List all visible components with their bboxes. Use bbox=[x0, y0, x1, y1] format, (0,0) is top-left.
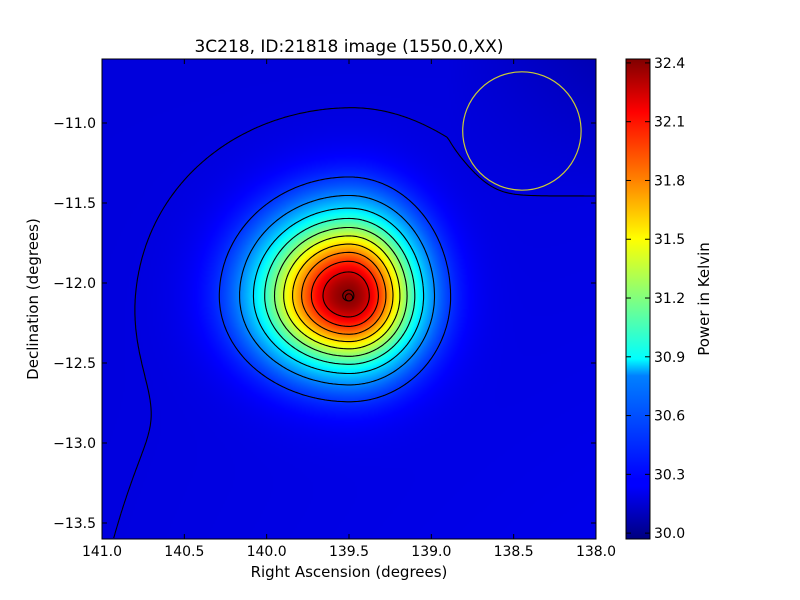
y-axis-label: Declination (degrees) bbox=[24, 218, 42, 380]
y-tick-label: −13.0 bbox=[53, 436, 96, 452]
contour-line bbox=[292, 243, 394, 343]
colorbar-tick-label: 32.1 bbox=[654, 115, 685, 131]
colorbar-label: Power in Kelvin bbox=[695, 242, 713, 356]
colorbar-tick-label: 30.0 bbox=[654, 526, 685, 542]
contour-lines bbox=[113, 107, 595, 539]
colorbar-gradient bbox=[625, 58, 651, 540]
x-tick-label: 138.0 bbox=[576, 544, 616, 560]
y-tick-label: −12.5 bbox=[53, 356, 96, 372]
y-tick-label: −11.5 bbox=[53, 196, 96, 212]
colorbar-tick-label: 30.9 bbox=[654, 350, 685, 366]
colorbar-tick-label: 31.2 bbox=[654, 291, 685, 307]
chart-title: 3C218, ID:21818 image (1550.0,XX) bbox=[194, 37, 503, 57]
beam-circle bbox=[462, 71, 582, 191]
x-tick-label: 140.0 bbox=[247, 544, 287, 560]
x-axis-label: Right Ascension (degrees) bbox=[251, 563, 448, 581]
contour-line bbox=[239, 194, 436, 386]
contour-line bbox=[310, 260, 379, 327]
plot-area bbox=[101, 58, 597, 540]
source-marker bbox=[344, 293, 354, 302]
x-axis-ticks: 141.0 140.5 140.0 139.5 139.0 138.5 138.0 bbox=[82, 59, 616, 560]
contour-line bbox=[322, 271, 370, 318]
contour-line bbox=[301, 251, 387, 335]
x-tick-label: 140.5 bbox=[164, 544, 204, 560]
y-tick-label: −13.5 bbox=[53, 516, 96, 532]
colorbar-ticks: 30.0 30.3 30.6 30.9 31.2 31.5 31.8 32.1 32.4 bbox=[626, 56, 685, 542]
x-tick-label: 138.5 bbox=[494, 544, 534, 560]
y-tick-label: −11.0 bbox=[53, 116, 96, 132]
contour-line bbox=[113, 107, 595, 539]
y-tick-label: −12.0 bbox=[53, 276, 96, 292]
y-axis-ticks: −11.0 −11.5 −12.0 −12.5 −13.0 −13.5 bbox=[53, 116, 596, 532]
contour-line bbox=[273, 226, 408, 357]
colorbar-tick-label: 30.6 bbox=[654, 409, 685, 425]
x-tick-label: 141.0 bbox=[82, 544, 122, 560]
colorbar-tick-label: 32.4 bbox=[654, 56, 685, 72]
contour-line bbox=[252, 207, 425, 375]
heatmap-image bbox=[102, 59, 596, 539]
overlays bbox=[344, 71, 582, 302]
colorbar: 30.0 30.3 30.6 30.9 31.2 31.5 31.8 32.1 32.4 Pow… bbox=[625, 56, 713, 542]
colorbar-tick-label: 31.8 bbox=[654, 173, 685, 189]
colorbar-tick-label: 30.3 bbox=[654, 467, 685, 483]
contour-line bbox=[264, 217, 416, 365]
contour-line bbox=[218, 176, 452, 403]
x-tick-label: 139.0 bbox=[411, 544, 451, 560]
x-tick-label: 139.5 bbox=[329, 544, 369, 560]
colorbar-tick-label: 31.5 bbox=[654, 232, 685, 248]
contour-line bbox=[283, 235, 401, 350]
